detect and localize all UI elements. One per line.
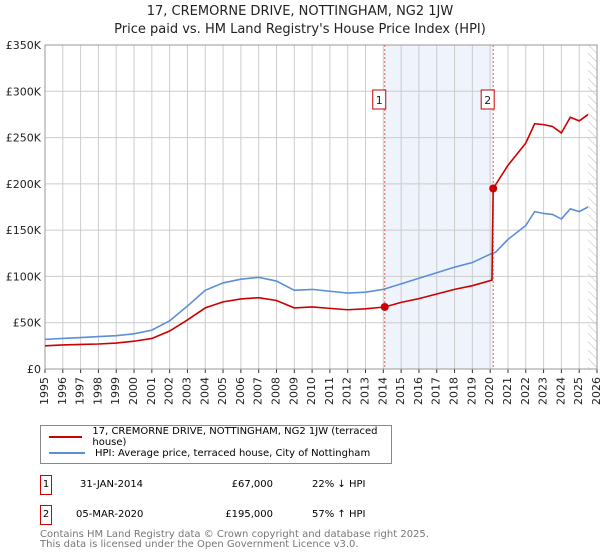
x-tick-label: 2002 — [163, 377, 176, 405]
x-tick-label: 1997 — [74, 377, 87, 405]
x-tick-label: 1996 — [56, 377, 69, 405]
x-tick-label: 2005 — [216, 377, 229, 405]
x-tick-label: 2006 — [234, 377, 247, 405]
x-tick-label: 2014 — [376, 377, 389, 405]
x-tick-label: 2025 — [572, 377, 585, 405]
price: £67,000 — [231, 479, 273, 490]
x-tick-label: 2023 — [537, 377, 550, 405]
legend-label: 17, CREMORNE DRIVE, NOTTINGHAM, NG2 1JW … — [92, 426, 378, 448]
x-tick-label: 2009 — [287, 377, 300, 405]
y-tick-label: £350K — [6, 39, 42, 52]
forecast-hatch — [588, 45, 597, 369]
x-tick-label: 1995 — [38, 377, 51, 405]
marker-badge: 2 — [40, 505, 52, 525]
x-tick-label: 2004 — [198, 377, 211, 405]
legend-label: HPI: Average price, terraced house, City… — [95, 447, 371, 459]
x-tick-label: 2007 — [252, 377, 265, 405]
x-tick-label: 2021 — [501, 377, 514, 405]
x-tick-label: 2012 — [341, 377, 354, 405]
sale-point — [489, 184, 498, 193]
x-tick-label: 2015 — [394, 377, 407, 405]
x-tick-label: 2008 — [269, 377, 282, 405]
footer-line: Contains HM Land Registry data © Crown c… — [40, 529, 429, 540]
legend: 17, CREMORNE DRIVE, NOTTINGHAM, NG2 1JW … — [40, 425, 392, 464]
y-tick-label: £100K — [6, 270, 42, 283]
footer-line: This data is licensed under the Open Gov… — [40, 539, 359, 550]
y-tick-label: £250K — [6, 132, 42, 145]
x-tick-label: 2010 — [305, 377, 318, 405]
x-tick-label: 2013 — [359, 377, 372, 405]
x-tick-label: 2016 — [412, 377, 425, 405]
marker-badge: 1 — [40, 475, 52, 495]
price-paid-line — [44, 113, 589, 347]
legend-item-property: 17, CREMORNE DRIVE, NOTTINGHAM, NG2 1JW … — [49, 426, 391, 448]
annotation-box — [372, 89, 387, 110]
date: 05-MAR-2020 — [76, 509, 144, 520]
x-tick-label: 2017 — [430, 377, 443, 405]
sale-period-shading — [384, 45, 494, 369]
x-tick-label: 2026 — [590, 377, 600, 405]
x-tick-label: 2024 — [554, 377, 567, 405]
hpi-change: 22% ↓ HPI — [312, 479, 366, 490]
chart-title: 17, CREMORNE DRIVE, NOTTINGHAM, NG2 1JW — [146, 4, 454, 19]
y-tick-label: £0 — [27, 363, 41, 376]
price: £195,000 — [225, 509, 273, 520]
y-tick-label: £150K — [6, 224, 42, 237]
x-tick-label: 2020 — [483, 377, 496, 405]
x-tick-label: 1998 — [91, 377, 104, 405]
date: 31-JAN-2014 — [80, 479, 144, 490]
y-tick-label: £50K — [13, 317, 42, 330]
plot-area: 1995 1996 1997 1998 1999 2000 2001 2002 2003 2004… — [6, 39, 600, 405]
x-tick-label: 2001 — [145, 377, 158, 405]
x-tick-label: 2003 — [180, 377, 193, 405]
x-tick-label: 2011 — [323, 377, 336, 405]
transaction-row: 1 31-JAN-2014 £67,000 22% ↓ HPI — [40, 475, 440, 495]
x-tick-label: 2018 — [448, 377, 461, 405]
hpi-change: 57% ↑ HPI — [312, 509, 366, 520]
annotation-label: 2 — [484, 94, 491, 107]
y-tick-label: £200K — [6, 178, 42, 191]
transaction-row: 2 05-MAR-2020 £195,000 57% ↑ HPI — [40, 505, 440, 525]
x-tick-label: 2000 — [127, 377, 140, 405]
plot-border — [44, 44, 598, 370]
x-tick-label: 2022 — [519, 377, 532, 405]
x-tick-label: 1999 — [109, 377, 122, 405]
footer: Contains HM Land Registry data © Crown c… — [40, 530, 429, 550]
x-tick-label: 2019 — [465, 377, 478, 405]
legend-item-hpi: HPI: Average price, terraced house, City… — [49, 446, 370, 460]
y-tick-label: £300K — [6, 85, 42, 98]
sale-point — [380, 302, 389, 311]
annotation-box — [480, 89, 495, 110]
hpi-line — [44, 206, 589, 341]
annotation-label: 1 — [376, 94, 383, 107]
chart-subtitle: Price paid vs. HM Land Registry's House … — [114, 22, 486, 37]
